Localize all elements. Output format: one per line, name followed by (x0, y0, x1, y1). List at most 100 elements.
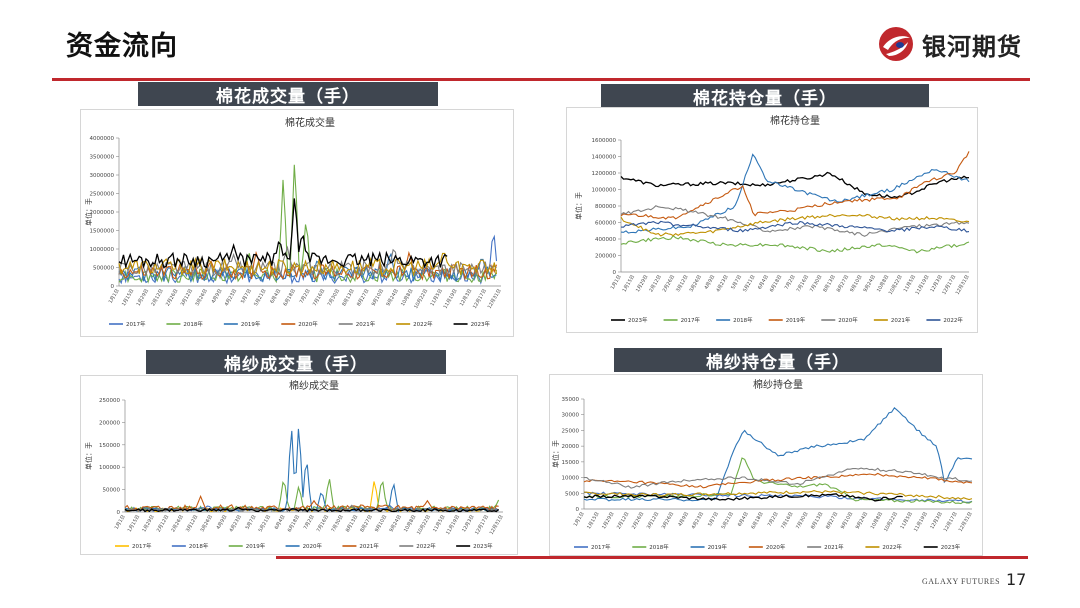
legend-entry: 2020年 (838, 316, 858, 324)
y-tick-label: 0 (117, 510, 121, 516)
x-tick-label: 12月17日 (474, 514, 490, 536)
x-tick-label: 3月12日 (180, 288, 195, 307)
x-tick-label: 8月13日 (341, 288, 356, 307)
y-axis-label: 单位：手 (84, 198, 93, 226)
x-tick-label: 4月9日 (703, 274, 716, 291)
legend-entry: 2022年 (413, 320, 433, 328)
x-tick-label: 5月21日 (742, 274, 757, 293)
x-tick-label: 1月15日 (586, 511, 601, 530)
x-tick-label: 9月24日 (388, 514, 403, 533)
legend-entry: 2019年 (241, 320, 261, 328)
x-tick-label: 12月17日 (943, 511, 959, 533)
y-tick-label: 600000 (595, 221, 616, 227)
series-line-2019年 (583, 406, 973, 502)
x-tick-label: 6月4日 (269, 288, 282, 305)
x-tick-label: 9月24日 (385, 288, 400, 307)
x-tick-label: 7月16日 (312, 288, 327, 307)
legend-entry: 2023年 (628, 316, 648, 324)
y-tick-label: 25000 (562, 428, 580, 434)
y-tick-label: 20000 (562, 444, 580, 450)
x-tick-label: 11月5日 (899, 511, 914, 530)
banner-yarn-oi: 棉纱持仓量（手） (614, 348, 942, 373)
y-tick-label: 500000 (93, 266, 114, 272)
x-tick-label: 12月3日 (929, 511, 944, 530)
x-tick-label: 4月9日 (215, 514, 228, 531)
x-tick-label: 4月23日 (691, 511, 706, 530)
x-tick-label: 10月22日 (883, 511, 899, 533)
x-tick-label: 10月8日 (870, 511, 885, 530)
series-line-2023年 (124, 506, 500, 513)
chart-yarn-volume-svg: 棉纱成交量单位：手2500002000001500001000005000001… (84, 379, 505, 550)
series-line-2021年 (583, 467, 973, 489)
y-tick-label: 2500000 (90, 192, 115, 198)
x-tick-label: 4月23日 (715, 274, 730, 293)
legend-entry: 2023年 (473, 542, 493, 550)
galaxy-logo-icon (879, 27, 913, 61)
y-tick-label: 1500000 (90, 229, 115, 235)
x-tick-label: 11月5日 (903, 274, 918, 293)
y-axis-label: 单位：手 (574, 192, 583, 220)
top-divider (52, 78, 1030, 81)
x-tick-label: 3月26日 (688, 274, 703, 293)
y-tick-label: 1000000 (90, 247, 115, 253)
chart-cotton-oi: 棉花持仓量 单位：手 1600000 1400000 1200000 1000000 800… (566, 107, 978, 333)
legend-entry: 2020年 (303, 542, 323, 550)
series-line-2018年 (620, 153, 970, 234)
x-tick-label: 10月8日 (400, 288, 415, 307)
x-tick-label: 7月16日 (316, 514, 331, 533)
x-tick-label: 1月29日 (141, 514, 156, 533)
legend-entry: 2022年 (943, 316, 963, 324)
y-tick-label: 50000 (103, 488, 121, 494)
x-tick-label: 3月12日 (646, 511, 661, 530)
y-tick-label: 100000 (99, 465, 120, 471)
series-line-2020年 (583, 472, 973, 489)
chart-cotton-volume: 棉花成交量 单位：手 4000000 3500000 3000000 2500000 200… (80, 109, 514, 337)
x-tick-label: 7月30日 (330, 514, 345, 533)
x-tick-label: 4月9日 (677, 511, 690, 528)
x-tick-label: 2月26日 (631, 511, 646, 530)
x-tick-label: 6月18日 (750, 511, 765, 530)
legend-entry: 2019年 (708, 543, 728, 551)
x-tick-label: 12月31日 (487, 288, 503, 310)
x-tick-label: 1月1日 (610, 274, 623, 291)
x-tick-label: 1月1日 (573, 511, 586, 528)
x-tick-label: 8月13日 (810, 511, 825, 530)
x-tick-label: 11月19日 (445, 514, 461, 536)
y-tick-label: 1400000 (592, 155, 617, 161)
x-tick-label: 5月7日 (707, 511, 720, 528)
series-line-2021年 (620, 213, 970, 237)
x-tick-label: 4月23日 (224, 288, 239, 307)
series-line-2017年 (620, 235, 970, 254)
legend-entry: 2022年 (882, 543, 902, 551)
x-tick-label: 9月10日 (840, 511, 855, 530)
legend-entry: 2017年 (591, 543, 611, 551)
x-tick-label: 8月13日 (345, 514, 360, 533)
x-tick-label: 4月23日 (228, 514, 243, 533)
chart-title: 棉纱成交量 (289, 379, 339, 392)
legend-entry: 2018年 (189, 542, 209, 550)
x-tick-label: 7月30日 (809, 274, 824, 293)
x-tick-label: 2月26日 (165, 288, 180, 307)
x-tick-label: 7月2日 (767, 511, 780, 528)
series-line-2022年 (118, 252, 498, 277)
x-tick-label: 10月22日 (413, 288, 429, 310)
x-tick-label: 5月7日 (730, 274, 743, 291)
y-tick-label: 250000 (99, 398, 120, 404)
x-tick-label: 6月4日 (757, 274, 770, 291)
x-tick-label: 8月27日 (825, 511, 840, 530)
x-tick-label: 3月12日 (185, 514, 200, 533)
x-tick-label: 6月18日 (769, 274, 784, 293)
x-tick-label: 12月31日 (489, 514, 505, 536)
chart-title: 棉花成交量 (285, 116, 335, 129)
y-tick-label: 150000 (99, 443, 120, 449)
legend-entry: 2017年 (132, 542, 152, 550)
y-tick-label: 15000 (562, 460, 580, 466)
series-line-2023年 (118, 198, 448, 269)
x-tick-label: 1月15日 (127, 514, 142, 533)
legend-entry: 2021年 (891, 316, 911, 324)
x-tick-label: 5月21日 (720, 511, 735, 530)
x-tick-label: 2月12日 (648, 274, 663, 293)
page-title: 资金流向 (66, 31, 178, 62)
y-tick-label: 30000 (562, 413, 580, 419)
